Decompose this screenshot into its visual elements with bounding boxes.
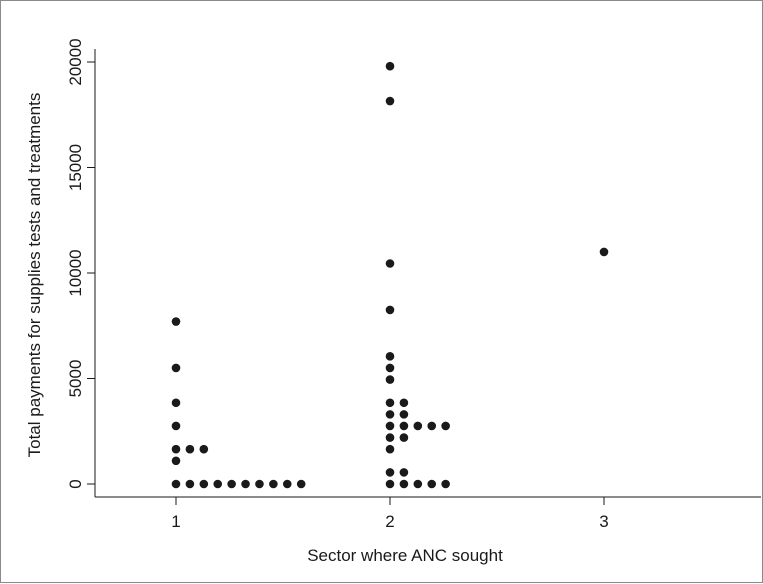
data-point <box>241 479 250 489</box>
data-point <box>296 479 306 489</box>
data-point <box>185 479 195 489</box>
y-ticks: 0 5000 10000 15000 20000 <box>66 38 95 489</box>
data-point <box>171 421 181 431</box>
data-point <box>171 479 181 489</box>
data-point <box>385 433 395 442</box>
data-point <box>413 421 423 431</box>
data-point <box>171 363 181 373</box>
data-point <box>171 317 181 326</box>
data-point <box>441 479 450 489</box>
data-point <box>385 479 395 489</box>
data-point <box>171 398 181 408</box>
data-point <box>399 468 409 477</box>
data-point <box>385 61 395 71</box>
data-point <box>399 410 409 419</box>
data-point <box>385 305 395 315</box>
data-point <box>385 398 395 408</box>
x-tick-label: 3 <box>599 512 608 531</box>
data-point <box>441 421 450 431</box>
y-tick-label: 15000 <box>66 144 85 191</box>
data-point <box>599 247 609 257</box>
y-axis-title: Total payments for supplies tests and tr… <box>25 93 44 458</box>
data-point <box>385 421 395 431</box>
data-point <box>399 479 409 489</box>
data-point <box>171 444 181 454</box>
data-point <box>282 479 292 489</box>
y-tick-label: 10000 <box>66 249 85 296</box>
data-point <box>227 479 236 489</box>
data-point <box>385 259 395 268</box>
y-tick-label: 20000 <box>66 38 85 85</box>
data-point <box>385 444 395 454</box>
data-point <box>213 479 223 489</box>
data-point <box>413 479 423 489</box>
data-point <box>427 479 437 489</box>
axes <box>94 49 761 498</box>
data-point <box>385 410 395 419</box>
data-points <box>171 61 609 489</box>
data-point <box>399 421 409 431</box>
data-point <box>399 433 409 442</box>
data-point <box>427 421 437 431</box>
data-point <box>269 479 278 489</box>
data-point <box>385 96 395 106</box>
data-point <box>185 444 195 454</box>
data-point <box>199 479 209 489</box>
data-point <box>385 468 395 477</box>
data-point <box>385 363 395 373</box>
data-point <box>399 398 409 408</box>
data-point <box>385 352 395 361</box>
data-point <box>171 456 181 466</box>
data-point <box>385 375 395 384</box>
data-point <box>199 444 209 454</box>
x-axis-title: Sector where ANC sought <box>307 546 503 565</box>
x-tick-label: 2 <box>385 512 394 531</box>
x-ticks: 1 2 3 <box>171 497 609 531</box>
x-tick-label: 1 <box>171 512 180 531</box>
y-tick-label: 5000 <box>66 360 85 398</box>
data-point <box>255 479 264 489</box>
y-tick-label: 0 <box>66 479 85 488</box>
